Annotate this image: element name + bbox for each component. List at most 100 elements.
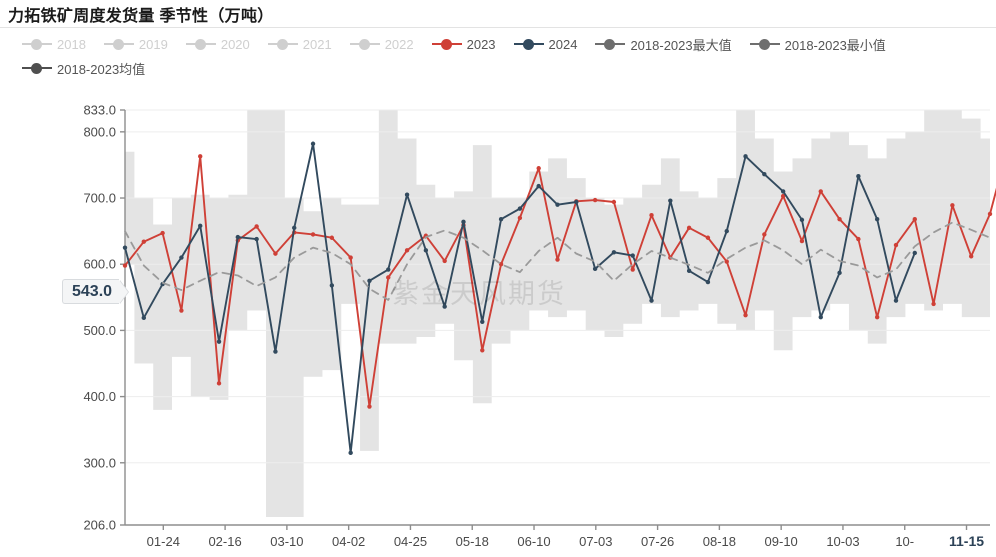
x-tick-label: 10-03	[826, 534, 859, 549]
series-point-2023	[611, 199, 617, 205]
legend-label: 2018-2023最大值	[630, 37, 732, 53]
series-point-2024	[780, 189, 786, 194]
page-title: 力拓铁矿周度发货量 季节性（万吨）	[8, 8, 274, 25]
legend-item-2022[interactable]: 2022	[349, 32, 414, 56]
series-point-2024	[367, 278, 372, 283]
series-point-2023	[555, 257, 560, 262]
legend-item-2020[interactable]: 2020	[185, 32, 250, 56]
series-point-2024	[705, 279, 711, 285]
series-point-2023	[931, 301, 936, 307]
series-point-2023	[442, 258, 447, 264]
legend-label: 2019	[138, 36, 168, 52]
series-point-2023	[348, 255, 353, 260]
range-band-2018-2023	[125, 110, 990, 518]
series-point-2023	[743, 312, 748, 318]
series-point-2024	[254, 236, 259, 242]
legend-item-2018-2023最大值[interactable]: 2018-2023最大值	[595, 32, 732, 56]
series-point-2023	[141, 239, 147, 244]
y-tick-label: 300.0	[83, 455, 116, 470]
series-point-2024	[555, 202, 560, 207]
series-point-2024	[686, 268, 692, 274]
current-value-arrow	[119, 279, 129, 304]
series-point-2024	[404, 192, 410, 197]
legend-marker-icon	[267, 37, 298, 51]
x-tick-label: 01-24	[147, 534, 180, 549]
x-tick-label: 07-03	[579, 534, 612, 549]
series-point-2024	[517, 206, 523, 211]
series-point-2023	[536, 166, 541, 171]
series-point-2024	[818, 314, 823, 320]
series-point-2024	[668, 198, 673, 203]
current-value-marker: 543.0	[62, 279, 129, 304]
legend-label: 2024	[548, 36, 578, 52]
x-tick-label-current: 11-15	[949, 533, 984, 549]
series-point-2023	[273, 251, 278, 256]
series-point-2023	[404, 248, 410, 253]
series-line-2023	[124, 155, 996, 408]
x-tick-label: 08-18	[703, 534, 736, 549]
y-tick-label: 400.0	[83, 389, 116, 404]
series-point-2023	[386, 275, 391, 280]
series-point-2024	[480, 319, 485, 325]
series-point-2024	[235, 234, 241, 240]
legend-dot-icon	[31, 39, 42, 50]
series-point-2023	[329, 235, 335, 240]
series-point-2024	[386, 267, 391, 272]
series-point-2023	[818, 189, 823, 194]
legend-marker-icon	[22, 61, 52, 75]
series-point-2024	[122, 245, 128, 250]
series-point-2023	[216, 381, 222, 386]
legend-item-2018[interactable]: 2018	[22, 32, 86, 56]
y-tick-label: 206.0	[83, 518, 116, 533]
x-tick-label: 06-10	[517, 534, 550, 549]
series-point-2024	[592, 266, 598, 272]
series-point-2024	[762, 172, 767, 177]
legend-label: 2022	[384, 36, 414, 52]
series-point-2024	[630, 253, 635, 258]
series-point-2023	[780, 193, 786, 199]
legend-item-2019[interactable]: 2019	[103, 32, 168, 56]
legend-marker-icon	[749, 37, 780, 51]
series-point-2024	[724, 228, 729, 234]
legend-marker-icon	[431, 37, 462, 51]
series-point-2023	[874, 314, 880, 320]
x-tick-label: 07-26	[641, 534, 674, 549]
legend-item-2018-2023最小值[interactable]: 2018-2023最小值	[749, 32, 886, 56]
series-point-2024	[348, 450, 353, 456]
series-point-2023	[122, 263, 128, 268]
chart-legend: 2018 2019 2020 2021 2022 2023 2024 2018-2023最大值…	[22, 32, 982, 80]
series-point-2024	[912, 250, 917, 256]
legend-item-2021[interactable]: 2021	[267, 32, 332, 56]
chart-svg: 833.0 300.0 400.0 500.0 600.0 700.0 800.0 206.0…	[83, 103, 996, 549]
x-tick-label: 03-10	[270, 534, 303, 549]
series-point-2024	[292, 225, 297, 231]
legend-item-2024[interactable]: 2024	[513, 32, 578, 56]
series-point-2024	[423, 248, 429, 253]
y-tick-label: 800.0	[83, 124, 116, 139]
y-tick-label: 600.0	[83, 257, 116, 272]
legend-label: 2020	[220, 36, 250, 52]
x-tick-label: 04-25	[394, 534, 427, 549]
chart-plot-area: 833.0 300.0 400.0 500.0 600.0 700.0 800.0 206.0…	[0, 92, 996, 557]
series-point-2024	[743, 154, 748, 159]
y-tick-label: 500.0	[83, 323, 116, 338]
series-point-2024	[498, 217, 504, 222]
legend-label: 2021	[302, 36, 332, 52]
series-point-2023	[950, 203, 955, 208]
series-point-2023	[254, 224, 259, 229]
series-point-2024	[856, 173, 861, 179]
series-point-2023	[367, 404, 372, 409]
legend-marker-icon	[595, 37, 626, 51]
series-point-2024	[273, 349, 278, 354]
series-point-2024	[574, 199, 579, 205]
series-point-2024	[837, 270, 842, 276]
legend-item-2023[interactable]: 2023	[431, 32, 496, 56]
series-point-2023	[724, 259, 729, 264]
series-point-2024	[216, 339, 222, 344]
series-point-2023	[179, 308, 184, 313]
legend-item-2018-2023均值[interactable]: 2018-2023均值	[22, 56, 145, 80]
series-point-2024	[141, 315, 147, 321]
series-point-2024	[874, 217, 880, 222]
series-point-2024	[198, 223, 203, 229]
series-point-2024	[329, 283, 335, 288]
